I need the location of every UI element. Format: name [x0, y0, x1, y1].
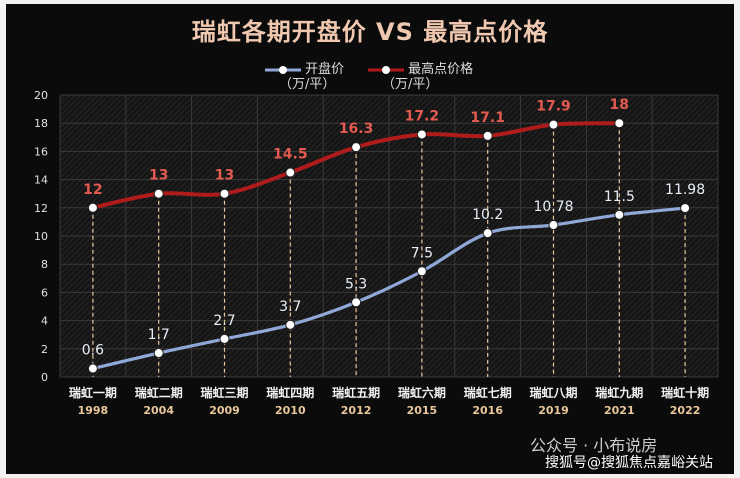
data-label-high: 14.5 [273, 147, 308, 163]
x-year-label: 2016 [472, 404, 503, 417]
x-tick-label: 瑞虹九期 [595, 385, 643, 400]
watermark-account: 公众号 · 小布说房 [530, 436, 658, 455]
data-point-high [153, 188, 164, 199]
data-point-open [87, 363, 98, 374]
data-point-open [548, 220, 559, 231]
y-tick-label: 14 [34, 174, 48, 187]
data-label-high: 18 [610, 97, 629, 113]
x-year-label: 2019 [538, 404, 569, 417]
legend-line-high-icon [368, 65, 404, 74]
data-point-open [153, 348, 164, 359]
y-tick-label: 8 [41, 258, 48, 271]
data-label-open: 10.78 [533, 199, 573, 215]
legend-label-high: 最高点价格 [408, 62, 474, 77]
data-label-open: 10.2 [472, 207, 503, 223]
data-point-open [285, 319, 296, 330]
data-label-open: 3.7 [279, 299, 301, 315]
data-label-open: 0.6 [82, 343, 104, 359]
y-tick-label: 6 [41, 286, 48, 299]
legend-unit-high: （万/平） [382, 77, 439, 92]
x-tick-label: 瑞虹一期 [69, 385, 117, 400]
data-label-high: 17.2 [405, 108, 440, 124]
data-point-open [680, 203, 691, 214]
legend-unit-open: （万/平） [279, 77, 336, 92]
legend-line-open-icon [265, 65, 301, 74]
data-point-high [219, 188, 230, 199]
data-label-open: 2.7 [213, 313, 235, 329]
data-point-open [482, 228, 493, 239]
data-label-high: 17.1 [470, 110, 505, 126]
legend-item-open: 开盘价 （万/平） [265, 62, 344, 92]
data-label-open: 11.98 [665, 182, 705, 198]
y-tick-label: 20 [34, 89, 48, 102]
x-year-label: 2021 [604, 404, 635, 417]
data-label-high: 12 [83, 182, 102, 198]
y-tick-label: 4 [41, 315, 48, 328]
x-tick-label: 瑞虹五期 [332, 385, 380, 400]
data-label-open: 11.5 [604, 189, 635, 205]
data-point-high [87, 202, 98, 213]
x-year-label: 2012 [341, 404, 372, 417]
x-year-label: 2022 [670, 404, 701, 417]
y-tick-label: 12 [34, 202, 48, 215]
x-year-label: 2010 [275, 404, 306, 417]
x-tick-label: 瑞虹四期 [266, 385, 314, 400]
data-point-open [416, 266, 427, 277]
x-year-label: 2009 [209, 404, 240, 417]
x-tick-label: 瑞虹八期 [529, 385, 577, 400]
chart-title: 瑞虹各期开盘价 VS 最高点价格 [191, 18, 549, 46]
data-label-open: 7.5 [411, 245, 433, 261]
y-tick-label: 2 [41, 343, 48, 356]
data-point-open [351, 297, 362, 308]
watermark-source: 搜狐号@搜狐焦点嘉峪关站 [545, 455, 713, 471]
data-point-open [614, 209, 625, 220]
data-label-high: 16.3 [339, 121, 374, 137]
x-tick-label: 瑞虹十期 [661, 385, 709, 400]
x-year-label: 2004 [143, 404, 174, 417]
x-tick-label: 瑞虹三期 [200, 385, 248, 400]
legend-item-high: 最高点价格 （万/平） [368, 62, 473, 92]
data-point-high [351, 142, 362, 153]
data-label-open: 5.3 [345, 276, 367, 292]
data-label-high: 13 [215, 168, 234, 184]
x-tick-label: 瑞虹六期 [398, 385, 446, 400]
x-tick-label: 瑞虹七期 [464, 385, 512, 400]
x-year-label: 2015 [407, 404, 438, 417]
data-point-high [416, 129, 427, 140]
data-point-high [285, 167, 296, 178]
data-point-high [548, 119, 559, 130]
y-tick-label: 18 [34, 117, 48, 130]
data-label-high: 13 [149, 168, 168, 184]
data-point-open [219, 333, 230, 344]
data-label-high: 17.9 [536, 99, 571, 115]
x-tick-label: 瑞虹二期 [135, 385, 183, 400]
legend-label-open: 开盘价 [305, 62, 345, 77]
y-tick-label: 16 [34, 145, 48, 158]
x-year-label: 1998 [78, 404, 109, 417]
series-line-open [91, 206, 687, 371]
y-tick-label: 10 [34, 230, 48, 243]
y-tick-label: 0 [41, 371, 48, 384]
data-point-high [614, 118, 625, 129]
data-label-open: 1.7 [148, 327, 170, 343]
data-point-high [482, 130, 493, 141]
